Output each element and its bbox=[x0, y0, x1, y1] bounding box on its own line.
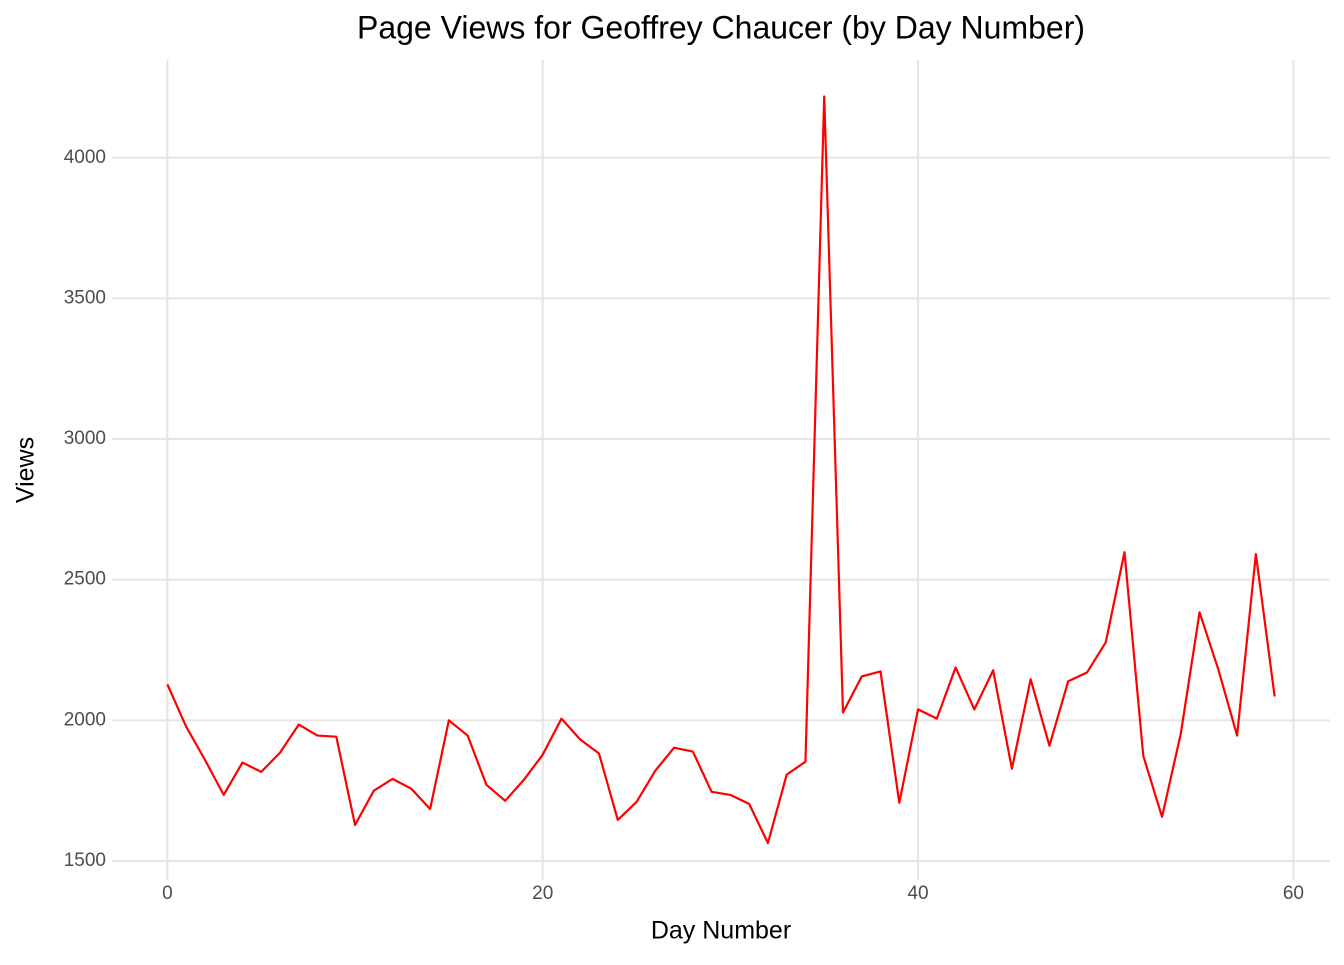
data-line bbox=[166, 95, 1276, 845]
y-tick-label: 3000 bbox=[64, 428, 106, 449]
y-tick-label: 4000 bbox=[64, 147, 106, 168]
x-tick-label: 60 bbox=[1283, 883, 1304, 904]
x-tick-label: 40 bbox=[907, 883, 928, 904]
chart-title: Page Views for Geoffrey Chaucer (by Day … bbox=[357, 9, 1085, 45]
y-tick-label: 2500 bbox=[64, 569, 106, 590]
x-tick-label: 0 bbox=[162, 883, 173, 904]
x-axis-title: Day Number bbox=[651, 917, 791, 945]
plot-marks bbox=[166, 95, 1276, 845]
grid bbox=[112, 60, 1330, 880]
x-tick-label: 20 bbox=[532, 883, 553, 904]
y-tick-label: 3500 bbox=[64, 287, 106, 308]
y-tick-label: 2000 bbox=[64, 709, 106, 730]
y-axis-title: Views bbox=[12, 437, 40, 503]
y-tick-label: 1500 bbox=[64, 850, 106, 871]
